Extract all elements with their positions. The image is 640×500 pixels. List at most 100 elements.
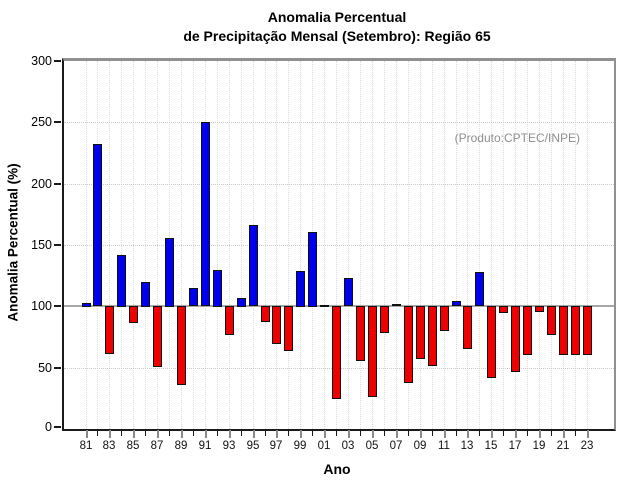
- x-tick-95: [253, 430, 255, 438]
- chart-title-line2: de Precipitação Mensal (Setembro): Regiã…: [183, 28, 491, 44]
- bar-81: [82, 303, 91, 307]
- x-tick-label-21: 21: [556, 440, 570, 452]
- bar-12: [452, 301, 461, 306]
- plot-area: (Produto:CPTEC/INPE): [62, 58, 616, 431]
- x-tick-label-17: 17: [508, 440, 522, 452]
- x-tick-22: [575, 430, 576, 436]
- bar-22: [571, 306, 580, 355]
- bar-10: [428, 306, 437, 366]
- x-tick-label-87: 87: [150, 440, 164, 452]
- x-tick-93: [229, 430, 231, 438]
- x-axis-label: Ano: [323, 461, 351, 477]
- bar-18: [523, 306, 532, 355]
- bar-90: [189, 288, 198, 306]
- bar-04: [356, 306, 365, 361]
- x-tick-label-85: 85: [126, 440, 140, 452]
- bar-83: [105, 306, 114, 354]
- x-tick-02: [336, 430, 337, 436]
- x-tick-89: [181, 430, 183, 438]
- bar-89: [177, 306, 186, 385]
- x-tick-label-91: 91: [198, 440, 212, 452]
- bar-03: [344, 278, 353, 306]
- x-tick-97: [276, 430, 278, 438]
- bar-00: [308, 232, 317, 307]
- y-tick-200: [54, 183, 61, 185]
- bar-16: [499, 306, 508, 313]
- x-tick-03: [348, 430, 350, 438]
- bar-13: [463, 306, 472, 349]
- x-tick-82: [97, 430, 98, 436]
- x-tick-label-93: 93: [222, 440, 236, 452]
- x-tick-label-11: 11: [438, 440, 450, 452]
- y-tick-300: [54, 60, 61, 62]
- x-tick-21: [563, 430, 565, 438]
- bar-99: [296, 271, 305, 307]
- x-tick-88: [169, 430, 170, 436]
- x-tick-13: [467, 430, 469, 438]
- x-tick-16: [503, 430, 504, 436]
- y-tick-label-150: 150: [31, 238, 52, 252]
- x-tick-label-89: 89: [174, 440, 188, 452]
- y-tick-0: [54, 426, 61, 428]
- bar-85: [129, 306, 138, 323]
- x-tick-label-23: 23: [580, 440, 594, 452]
- x-tick-94: [241, 430, 242, 436]
- x-tick-00: [312, 430, 313, 436]
- x-tick-01: [324, 430, 326, 438]
- bar-97: [272, 306, 281, 344]
- x-tick-label-81: 81: [79, 440, 93, 452]
- bar-95: [249, 225, 258, 306]
- x-tick-09: [420, 430, 422, 438]
- x-tick-label-09: 09: [413, 440, 427, 452]
- bar-06: [380, 306, 389, 333]
- bar-08: [404, 306, 413, 383]
- x-tick-label-95: 95: [246, 440, 260, 452]
- bar-84: [117, 255, 126, 307]
- bar-98: [284, 306, 293, 351]
- y-tick-label-0: 0: [45, 420, 52, 434]
- bar-23: [583, 306, 592, 355]
- bar-87: [153, 306, 162, 367]
- y-tick-50: [54, 367, 61, 369]
- x-tick-17: [515, 430, 517, 438]
- x-tick-19: [539, 430, 541, 438]
- x-tick-96: [265, 430, 266, 436]
- bar-20: [547, 306, 556, 335]
- x-tick-label-01: 01: [317, 440, 331, 452]
- x-tick-98: [288, 430, 289, 436]
- bar-86: [141, 282, 150, 307]
- x-tick-14: [479, 430, 480, 436]
- x-tick-07: [396, 430, 398, 438]
- y-tick-100: [54, 305, 61, 307]
- x-tick-label-07: 07: [389, 440, 403, 452]
- bar-09: [416, 306, 425, 359]
- bar-05: [368, 306, 377, 397]
- bar-93: [225, 306, 234, 335]
- y-tick-250: [54, 121, 61, 123]
- x-tick-08: [408, 430, 409, 436]
- x-tick-18: [527, 430, 528, 436]
- bar-01: [320, 305, 329, 307]
- y-tick-label-200: 200: [31, 177, 52, 191]
- bar-11: [440, 306, 449, 331]
- x-tick-23: [587, 430, 589, 438]
- x-tick-04: [360, 430, 361, 436]
- bar-17: [511, 306, 520, 372]
- x-tick-06: [384, 430, 385, 436]
- chart-title-line1: Anomalia Percentual: [267, 9, 407, 25]
- x-tick-92: [217, 430, 218, 436]
- x-tick-label-83: 83: [102, 440, 116, 452]
- x-tick-83: [109, 430, 111, 438]
- bar-21: [559, 306, 568, 355]
- x-tick-05: [372, 430, 374, 438]
- x-tick-85: [133, 430, 135, 438]
- bar-02: [332, 306, 341, 399]
- x-tick-label-13: 13: [460, 440, 474, 452]
- x-tick-84: [121, 430, 122, 436]
- bar-88: [165, 238, 174, 307]
- bar-96: [261, 306, 270, 322]
- y-tick-label-50: 50: [38, 361, 52, 375]
- x-tick-12: [456, 430, 457, 436]
- bar-07: [392, 304, 401, 306]
